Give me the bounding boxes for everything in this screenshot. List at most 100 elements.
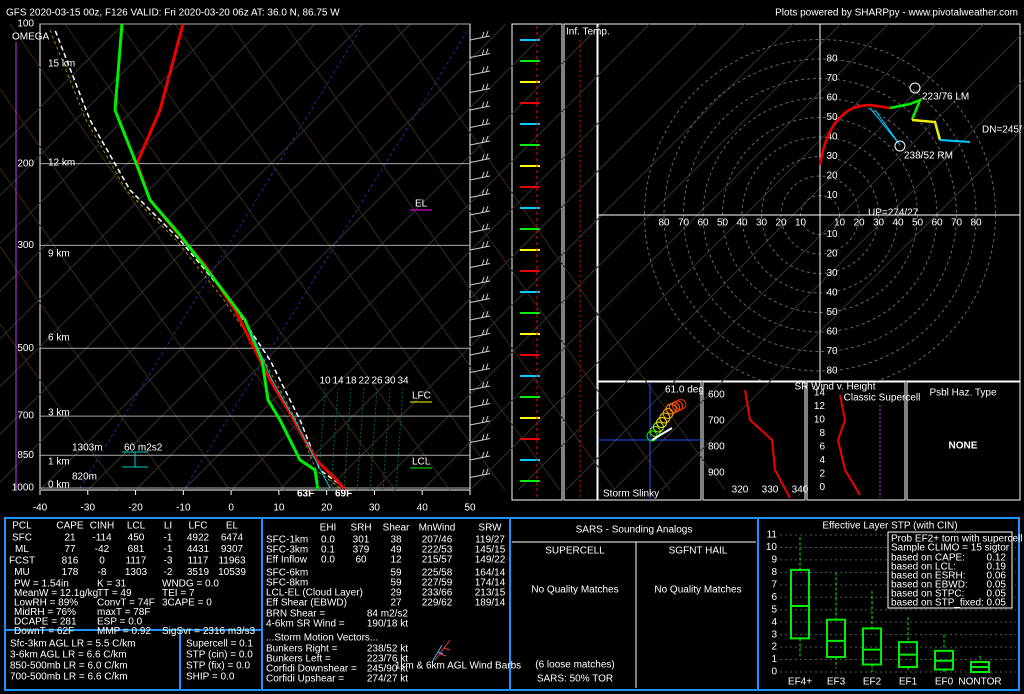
temp-label: 40 [417,503,429,514]
eff-inflow-bar [122,451,148,468]
thermo-cell: 0 [99,556,105,567]
wetbulb-trace [249,329,331,489]
kin-cell: SFC-1km [266,535,308,546]
sars-supercell: SUPERCELL [545,546,605,557]
kin-cell: SFC-6km [266,568,308,579]
stp-ytick: 10 [766,542,778,553]
hodo-storm [869,107,901,146]
stp-legend-label: based on STP_fixed: [891,598,984,609]
dry-adiabat [0,167,231,491]
storm-label: Bunkers Right = [266,644,338,655]
storm-marker [894,140,906,152]
sars-hail: SGFNT HAIL [669,546,728,557]
wind-barb [469,135,491,146]
thermo-cell: SFC [12,533,32,544]
lapse-rate: 850-500mb LR = 6.0 C/km [10,661,128,672]
ring-label: 70 [678,218,690,229]
kin-cell: 207/46 [422,535,453,546]
wind-barb [469,100,491,111]
stp-legend-label: based on STPC: [891,589,964,600]
ring-label: 50 [826,112,838,123]
dry-adiabat [339,23,671,491]
wind-barb [469,345,491,356]
kin-cell: 29 [390,588,402,599]
index-value: ESP = 0.0 [97,617,143,628]
hodo-trace [911,118,942,141]
thermo-cell: 4922 [187,533,210,544]
temp-label: 0 [228,503,234,514]
index-value: WNDG = 0.0 [162,579,219,590]
height-label: 3 km [48,408,70,419]
temp-label: 10 [273,503,285,514]
stp-legend-label: based on CAPE: [891,553,965,564]
ring-label: 70 [951,218,963,229]
pressure-label: 100 [17,19,34,30]
ring-label: 30 [756,218,768,229]
index-value: PW = 1.54in [14,579,69,590]
mixing-ratio-line [356,387,365,491]
kin-cell: 38 [390,535,402,546]
kin-cell: 0.1 [321,545,335,556]
thermo-cell: FCST [9,556,35,567]
thetae-t-label: 320 [732,485,749,496]
ring-label: 30 [826,268,838,279]
stp-legend-value: 0.05 [987,580,1007,591]
thetae-p-label: 900 [708,468,725,479]
kin-header: MnWind [419,523,456,534]
stp-legend-label: based on EBWD: [891,580,968,591]
isotherm [0,23,124,149]
pressure-label: 300 [17,240,34,251]
dry-adiabat [174,23,506,491]
kin-cell: Eff Inflow [266,555,308,566]
stp-legend-value: 0.05 [987,589,1007,600]
stp-box [862,627,882,666]
dry-adiabat [0,245,176,491]
mixing-ratio-line [330,387,339,491]
srwind-km-label: 2 [819,469,825,480]
stp-legend-value: 0.19 [987,562,1007,573]
index-value: maxT = 78F [97,607,150,618]
stp-ytick: 5 [771,604,777,615]
ring-label: 30 [826,151,838,162]
isotherm [469,23,937,491]
corfidi-up: UP=274/27 [868,208,919,219]
index-value: MMP = 0.92 [97,626,151,637]
wind-barb [469,48,491,58]
corfidi-down: DN=245/ [982,125,1022,136]
stp-category: EF4+ [788,677,812,688]
mixing-ratio-label: 34 [397,376,409,387]
index-value: SigSvr = 2316 m3/s3 [162,626,256,637]
thermo-cell: 816 [62,556,79,567]
wind-barb [469,380,491,391]
stp-ytick: 8 [771,567,777,578]
thermo-cell: -1 [164,533,173,544]
ring-label: 20 [826,171,838,182]
thermo-header: LFC [189,521,208,532]
isotherm [0,23,220,244]
hazard-value: NONE [949,441,978,452]
thermo-header: LCL [127,521,146,532]
isotherm [374,23,841,491]
height-label: 12 km [48,158,75,169]
thermo-cell: ML [15,544,29,555]
wind-barb [469,170,491,181]
stp-ytick: 9 [771,555,777,566]
ring-label: 10 [795,218,807,229]
ring-label: 80 [658,218,670,229]
storm-value: 223/76 kt [367,654,408,665]
hodo-trace [939,139,971,143]
index-value: DownT = 62F [14,626,74,637]
temp-label: -20 [128,503,143,514]
hazard-title: Psbl Haz. Type [929,388,997,399]
thetae-p-label: 800 [708,442,725,453]
severe-index: STP (fix) = 0.0 [186,661,250,672]
thetae-t-label: 340 [792,485,809,496]
srwind-km-label: 14 [814,388,826,399]
wind-barb [469,65,491,76]
index-value: ConvT = 74F [97,598,155,609]
ring-label: 50 [912,218,924,229]
kin-cell: 0.0 [321,555,335,566]
ring-label: 20 [775,218,787,229]
table-frames [4,517,1020,691]
ring-label: 40 [826,288,838,299]
